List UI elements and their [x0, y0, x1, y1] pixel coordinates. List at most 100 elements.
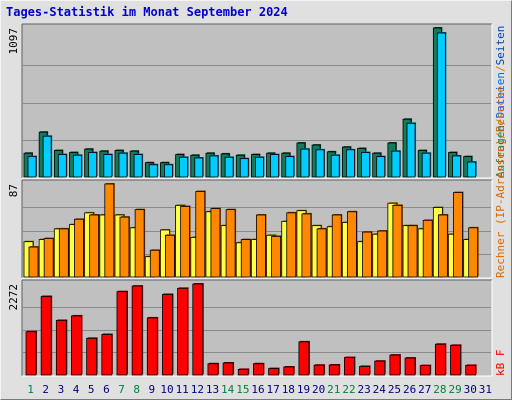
dateien-bar	[255, 156, 264, 178]
x-tick-label: 4	[73, 383, 80, 396]
x-tick-label: 7	[118, 383, 125, 396]
dateien-bar	[406, 122, 416, 178]
x-tick-label: 28	[433, 383, 446, 396]
kb-bar	[253, 363, 264, 376]
x-tick-label: 8	[133, 383, 140, 396]
besuche-bar	[331, 214, 342, 278]
kb-bar	[116, 291, 128, 376]
dateien-bar	[224, 156, 234, 178]
legend-label: Anfragen/Dateien/Seiten	[494, 26, 507, 178]
dateien-bar	[57, 154, 67, 178]
legend-item: /	[494, 65, 507, 72]
besuche-bar	[195, 191, 206, 278]
besuche-bar	[392, 204, 403, 278]
x-tick-label: 24	[373, 383, 387, 396]
dateien-bar	[436, 32, 446, 178]
x-tick-label: 15	[236, 383, 249, 396]
besuche-bar	[407, 225, 418, 278]
dateien-bar	[73, 154, 82, 178]
kb-bar	[404, 357, 416, 376]
besuche-bar	[377, 230, 388, 278]
kb-bar	[359, 365, 370, 376]
x-tick-label: 12	[191, 383, 204, 396]
besuche-bar	[149, 249, 160, 278]
besuche-bar	[43, 238, 54, 278]
legend-item: Rechner (IP-Adressen)	[494, 139, 507, 278]
dateien-bar	[361, 152, 370, 178]
x-tick-label: 20	[312, 383, 325, 396]
dateien-bar	[315, 149, 325, 178]
dateien-bar	[27, 156, 37, 178]
x-tick-label: 19	[297, 383, 310, 396]
kb-bar	[343, 357, 355, 376]
besuche-bar	[453, 192, 463, 278]
besuche-bar	[240, 239, 251, 278]
x-tick-label: 30	[464, 383, 477, 396]
kb-bar	[313, 364, 325, 376]
dateien-bar	[88, 152, 98, 178]
legend-item: kB F	[494, 350, 507, 377]
dateien-bar	[42, 135, 52, 178]
dateien-bar	[345, 149, 355, 178]
x-tick-label: 23	[358, 383, 371, 396]
x-tick-label: 5	[88, 383, 95, 396]
besuche-bar	[271, 235, 281, 278]
x-tick-label: 13	[206, 383, 219, 396]
kb-bar	[40, 296, 52, 376]
kb-bar	[450, 344, 461, 376]
besuche-bar	[437, 214, 448, 278]
legend-label: kB F	[494, 350, 507, 377]
kb-bar	[101, 334, 113, 376]
x-tick-label: 27	[418, 383, 431, 396]
kb-bar	[86, 337, 98, 376]
x-tick-label: 18	[282, 383, 295, 396]
x-tick-label: 21	[327, 383, 340, 396]
x-tick-label: 3	[58, 383, 65, 396]
x-tick-label: 29	[448, 383, 461, 396]
x-tick-label: 10	[160, 383, 173, 396]
y-max-label: 2272	[7, 284, 20, 311]
x-tick-label: 11	[176, 383, 189, 396]
besuche-bar	[422, 219, 433, 278]
kb-bar	[131, 285, 143, 376]
legend-item: Seiten	[494, 26, 507, 66]
kb-bar	[71, 315, 82, 376]
kb-bar	[177, 287, 189, 376]
kb-bar	[465, 364, 477, 376]
besuche-bar	[119, 216, 130, 278]
besuche-bar	[28, 246, 39, 278]
besuche-bar	[104, 183, 115, 278]
kb-bar	[374, 360, 386, 376]
kb-bar	[389, 354, 401, 376]
besuche-bar	[89, 214, 100, 278]
dateien-bar	[103, 154, 113, 178]
dateien-bar	[239, 158, 249, 178]
dateien-bar	[467, 161, 477, 178]
besuche-bar	[225, 209, 236, 278]
besuche-bar	[286, 212, 297, 278]
dateien-bar	[421, 152, 431, 178]
x-tick-label: 1	[27, 383, 34, 396]
kb-bar	[268, 368, 279, 376]
dateien-bar	[270, 154, 279, 178]
x-tick-label: 14	[221, 383, 235, 396]
kb-bar	[55, 320, 67, 376]
dateien-bar	[148, 164, 158, 178]
besuche-bar	[346, 211, 357, 278]
dateien-bar	[285, 156, 295, 178]
dateien-bar	[133, 154, 143, 178]
dateien-bar	[391, 150, 401, 178]
besuche-bar	[134, 209, 145, 278]
besuche-bar	[362, 231, 372, 278]
x-tick-label: 2	[42, 383, 49, 396]
besuche-bar	[256, 214, 266, 278]
x-tick-label: 16	[251, 383, 264, 396]
dateien-bar	[118, 152, 128, 178]
kb-bar	[162, 294, 173, 376]
traffic-panel: 2272 kB F	[7, 279, 507, 377]
kb-bar	[419, 365, 431, 376]
besuche-bar	[165, 234, 175, 278]
dateien-bar	[194, 157, 204, 178]
